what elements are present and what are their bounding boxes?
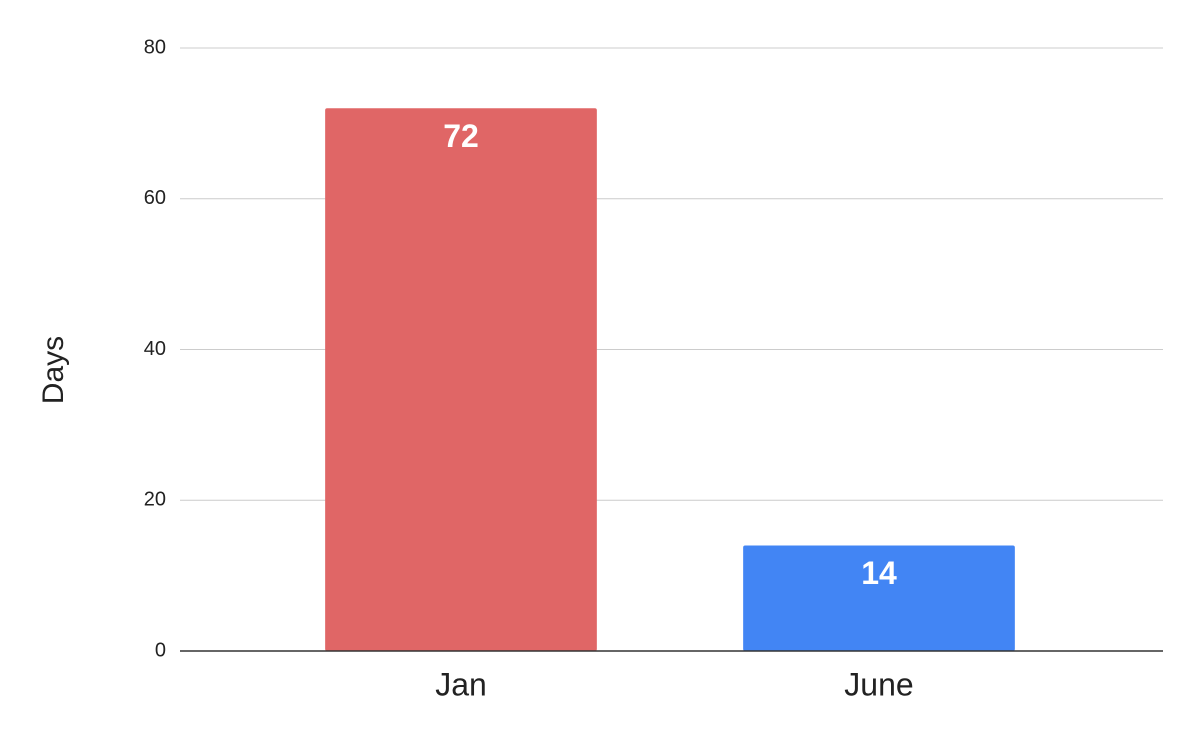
- y-tick-label: 40: [144, 338, 166, 360]
- y-tick-label: 80: [144, 36, 166, 58]
- bar: [325, 108, 597, 652]
- data-label: 72: [443, 118, 479, 154]
- x-tick-label: Jan: [435, 666, 487, 702]
- data-label: 14: [861, 555, 897, 591]
- y-axis-title: Days: [37, 336, 70, 404]
- y-tick-label: 60: [144, 187, 166, 209]
- y-tick-label: 0: [155, 639, 166, 661]
- x-tick-label: June: [844, 666, 913, 702]
- y-tick-label: 20: [144, 489, 166, 511]
- bar: [743, 545, 1015, 651]
